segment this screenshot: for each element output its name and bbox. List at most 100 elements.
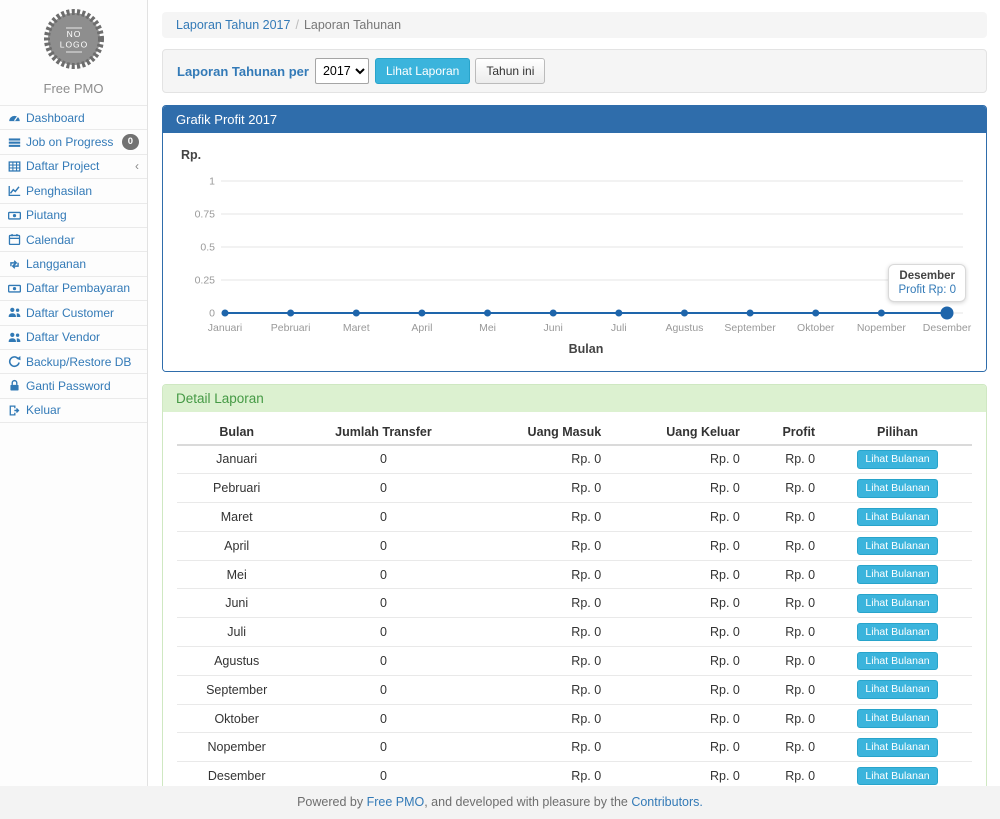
sidebar-item-label: Daftar Pembayaran bbox=[26, 281, 130, 295]
sidebar-item-keluar[interactable]: Keluar bbox=[0, 399, 147, 423]
x-tick-label: Maret bbox=[343, 322, 370, 334]
lihat-bulanan-button[interactable]: Lihat Bulanan bbox=[857, 623, 937, 642]
y-tick-label: 0.75 bbox=[195, 209, 216, 221]
table-row: Juli0Rp. 0Rp. 0Rp. 0Lihat Bulanan bbox=[177, 618, 972, 647]
sidebar-item-piutang[interactable]: Piutang bbox=[0, 204, 147, 228]
lihat-bulanan-button[interactable]: Lihat Bulanan bbox=[857, 565, 937, 584]
sidebar-item-label: Daftar Customer bbox=[26, 306, 114, 320]
chart-point[interactable] bbox=[747, 310, 754, 317]
sidebar-item-label: Keluar bbox=[26, 403, 61, 417]
lihat-laporan-button[interactable]: Lihat Laporan bbox=[375, 58, 470, 84]
table-icon bbox=[8, 160, 21, 173]
lihat-bulanan-button[interactable]: Lihat Bulanan bbox=[857, 767, 937, 786]
breadcrumb-link-laporan-tahun[interactable]: Laporan Tahun 2017 bbox=[176, 18, 290, 32]
pilihan-cell: Lihat Bulanan bbox=[823, 733, 972, 762]
chart-tooltip-month: Desember bbox=[898, 270, 956, 282]
sidebar: NO LOGO Free PMO DashboardJob on Progres… bbox=[0, 0, 148, 786]
uang-masuk-cell: Rp. 0 bbox=[471, 560, 610, 589]
chart-point[interactable] bbox=[287, 310, 294, 317]
chart-point[interactable] bbox=[941, 307, 954, 320]
profit-cell: Rp. 0 bbox=[748, 445, 823, 474]
lihat-bulanan-button[interactable]: Lihat Bulanan bbox=[857, 709, 937, 728]
breadcrumb-separator: / bbox=[295, 18, 298, 32]
sidebar-item-label: Job on Progress bbox=[26, 135, 113, 149]
chart-point[interactable] bbox=[878, 310, 885, 317]
bulan-cell: Juli bbox=[177, 618, 296, 647]
pilihan-cell: Lihat Bulanan bbox=[823, 531, 972, 560]
footer-link-free-pmo[interactable]: Free PMO bbox=[367, 795, 425, 809]
lihat-bulanan-button[interactable]: Lihat Bulanan bbox=[857, 450, 937, 469]
chart-point[interactable] bbox=[812, 310, 819, 317]
profit-cell: Rp. 0 bbox=[748, 675, 823, 704]
bulan-cell: Mei bbox=[177, 560, 296, 589]
year-select[interactable]: 2017 bbox=[315, 58, 369, 84]
lihat-bulanan-button[interactable]: Lihat Bulanan bbox=[857, 652, 937, 671]
x-tick-label: Nopember bbox=[857, 322, 907, 334]
money-icon bbox=[8, 282, 21, 295]
refresh-icon bbox=[8, 355, 21, 368]
chart-point[interactable] bbox=[681, 310, 688, 317]
sidebar-item-backup-restore-db[interactable]: Backup/Restore DB bbox=[0, 350, 147, 374]
sidebar-item-daftar-vendor[interactable]: Daftar Vendor bbox=[0, 326, 147, 350]
sidebar-item-calendar[interactable]: Calendar bbox=[0, 228, 147, 252]
lock-icon bbox=[8, 379, 21, 392]
table-row: Juni0Rp. 0Rp. 0Rp. 0Lihat Bulanan bbox=[177, 589, 972, 618]
sidebar-item-daftar-pembayaran[interactable]: Daftar Pembayaran bbox=[0, 277, 147, 301]
profit-cell: Rp. 0 bbox=[748, 589, 823, 618]
uang-masuk-cell: Rp. 0 bbox=[471, 618, 610, 647]
column-header: Pilihan bbox=[823, 420, 972, 444]
sidebar-item-penghasilan[interactable]: Penghasilan bbox=[0, 179, 147, 203]
profit-cell: Rp. 0 bbox=[748, 474, 823, 503]
lihat-bulanan-button[interactable]: Lihat Bulanan bbox=[857, 680, 937, 699]
lihat-bulanan-button[interactable]: Lihat Bulanan bbox=[857, 594, 937, 613]
sidebar-item-label: Ganti Password bbox=[26, 379, 111, 393]
uang-masuk-cell: Rp. 0 bbox=[471, 647, 610, 676]
tahun-ini-button[interactable]: Tahun ini bbox=[475, 58, 545, 84]
column-header: Uang Keluar bbox=[609, 420, 748, 444]
table-row: Oktober0Rp. 0Rp. 0Rp. 0Lihat Bulanan bbox=[177, 704, 972, 733]
sidebar-item-job-on-progress[interactable]: Job on Progress 0 bbox=[0, 130, 147, 154]
sidebar-item-daftar-project[interactable]: Daftar Project‹ bbox=[0, 155, 147, 179]
sidebar-item-label: Langganan bbox=[26, 257, 86, 271]
jumlah-transfer-cell: 0 bbox=[296, 560, 470, 589]
bulan-cell: Juni bbox=[177, 589, 296, 618]
sidebar-item-ganti-password[interactable]: Ganti Password bbox=[0, 374, 147, 398]
x-tick-label: Januari bbox=[208, 322, 242, 334]
jumlah-transfer-cell: 0 bbox=[296, 445, 470, 474]
sidebar-item-dashboard[interactable]: Dashboard bbox=[0, 106, 147, 130]
bulan-cell: Agustus bbox=[177, 647, 296, 676]
uang-keluar-cell: Rp. 0 bbox=[609, 704, 748, 733]
chart-point[interactable] bbox=[418, 310, 425, 317]
pilihan-cell: Lihat Bulanan bbox=[823, 589, 972, 618]
x-tick-label: Juli bbox=[611, 322, 627, 334]
profit-chart-body: Rp.10.750.50.250JanuariPebruariMaretApri… bbox=[163, 133, 986, 371]
footer-link-contributors[interactable]: Contributors. bbox=[631, 795, 703, 809]
sidebar-item-label: Backup/Restore DB bbox=[26, 355, 131, 369]
pilihan-cell: Lihat Bulanan bbox=[823, 647, 972, 676]
bulan-cell: April bbox=[177, 531, 296, 560]
pilihan-cell: Lihat Bulanan bbox=[823, 675, 972, 704]
lihat-bulanan-button[interactable]: Lihat Bulanan bbox=[857, 537, 937, 556]
jumlah-transfer-cell: 0 bbox=[296, 531, 470, 560]
lihat-bulanan-button[interactable]: Lihat Bulanan bbox=[857, 479, 937, 498]
uang-masuk-cell: Rp. 0 bbox=[471, 589, 610, 618]
chart-tooltip-value: Profit Rp: 0 bbox=[898, 284, 956, 296]
chart-point[interactable] bbox=[484, 310, 491, 317]
x-tick-label: Mei bbox=[479, 322, 496, 334]
chart-point[interactable] bbox=[222, 310, 229, 317]
column-header: Profit bbox=[748, 420, 823, 444]
sidebar-item-daftar-customer[interactable]: Daftar Customer bbox=[0, 301, 147, 325]
list-icon bbox=[8, 136, 21, 149]
chart-point[interactable] bbox=[550, 310, 557, 317]
jumlah-transfer-cell: 0 bbox=[296, 474, 470, 503]
sidebar-item-label: Dashboard bbox=[26, 111, 85, 125]
chart-point[interactable] bbox=[353, 310, 360, 317]
lihat-bulanan-button[interactable]: Lihat Bulanan bbox=[857, 738, 937, 757]
uang-keluar-cell: Rp. 0 bbox=[609, 675, 748, 704]
sidebar-item-langganan[interactable]: Langganan bbox=[0, 252, 147, 276]
count-badge: 0 bbox=[122, 134, 139, 150]
year-filter-panel: Laporan Tahunan per 2017 Lihat Laporan T… bbox=[162, 49, 987, 93]
lihat-bulanan-button[interactable]: Lihat Bulanan bbox=[857, 508, 937, 527]
chevron-left-icon: ‹ bbox=[135, 160, 139, 172]
chart-point[interactable] bbox=[615, 310, 622, 317]
